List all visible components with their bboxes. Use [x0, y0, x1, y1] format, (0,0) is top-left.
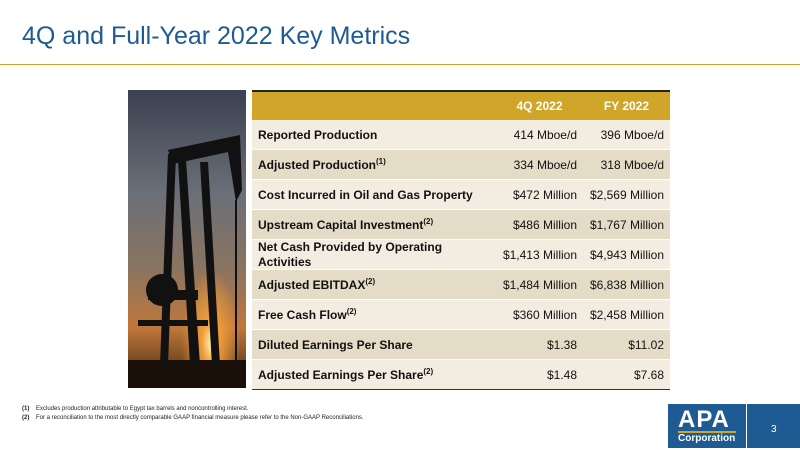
row-fy-value: 396 Mboe/d [583, 120, 670, 150]
row-label: Diluted Earnings Per Share [252, 329, 496, 360]
row-fy-value: $2,569 Million [583, 179, 670, 210]
row-4q-value: $472 Million [496, 179, 583, 210]
row-fy-value: $11.02 [583, 329, 670, 360]
row-4q-value: 334 Mboe/d [496, 149, 583, 180]
row-label: Adjusted Production(1) [252, 149, 496, 180]
header-blank [252, 90, 496, 120]
row-4q-value: $1,413 Million [496, 239, 583, 270]
row-fy-value: $7.68 [583, 359, 670, 390]
footnotes: (1) Excludes production attributable to E… [22, 405, 364, 423]
row-4q-value: 414 Mboe/d [496, 120, 583, 150]
row-fy-value: $2,458 Million [583, 299, 670, 330]
row-4q-value: $486 Million [496, 209, 583, 240]
page-number-box [747, 404, 800, 448]
row-4q-value: $360 Million [496, 299, 583, 330]
header-4q-2022: 4Q 2022 [496, 90, 583, 120]
header-fy-2022: FY 2022 [583, 90, 670, 120]
row-4q-value: $1,484 Million [496, 269, 583, 300]
row-label: Upstream Capital Investment(2) [252, 209, 496, 240]
row-fy-value: 318 Mboe/d [583, 149, 670, 180]
footnote-2: (2) For a reconciliation to the most dire… [22, 415, 364, 421]
row-label: Cost Incurred in Oil and Gas Property [252, 179, 496, 210]
table-row: Free Cash Flow(2) $360 Million $2,458 Mi… [252, 299, 670, 330]
row-fy-value: $1,767 Million [583, 209, 670, 240]
row-4q-value: $1.38 [496, 329, 583, 360]
table-row: Adjusted Production(1) 334 Mboe/d 318 Mb… [252, 149, 670, 180]
row-label: Adjusted Earnings Per Share(2) [252, 359, 496, 390]
row-label: Net Cash Provided by Operating Activitie… [252, 239, 496, 270]
apa-logo: APA Corporation [668, 404, 746, 448]
footnote-1: (1) Excludes production attributable to E… [22, 406, 249, 412]
table-row: Upstream Capital Investment(2) $486 Mill… [252, 209, 670, 240]
table-row: Cost Incurred in Oil and Gas Property $4… [252, 179, 670, 210]
oil-pumpjack-photo [128, 90, 246, 388]
page-title: 4Q and Full-Year 2022 Key Metrics [22, 22, 411, 50]
table-header-row: 4Q 2022 FY 2022 [252, 90, 670, 120]
row-fy-value: $6,838 Million [583, 269, 670, 300]
table-row: Reported Production 414 Mboe/d 396 Mboe/… [252, 120, 670, 150]
table-row: Net Cash Provided by Operating Activitie… [252, 239, 670, 270]
key-metrics-table: 4Q 2022 FY 2022 Reported Production 414 … [252, 90, 670, 390]
row-label: Reported Production [252, 120, 496, 150]
table-row: Adjusted Earnings Per Share(2) $1.48 $7.… [252, 359, 670, 390]
table-row: Diluted Earnings Per Share $1.38 $11.02 [252, 329, 670, 360]
row-label: Adjusted EBITDAX(2) [252, 269, 496, 300]
title-divider [0, 64, 800, 65]
row-label: Free Cash Flow(2) [252, 299, 496, 330]
table-row: Adjusted EBITDAX(2) $1,484 Million $6,83… [252, 269, 670, 300]
page-number: 3 [771, 424, 777, 435]
row-fy-value: $4,943 Million [583, 239, 670, 270]
row-4q-value: $1.48 [496, 359, 583, 390]
